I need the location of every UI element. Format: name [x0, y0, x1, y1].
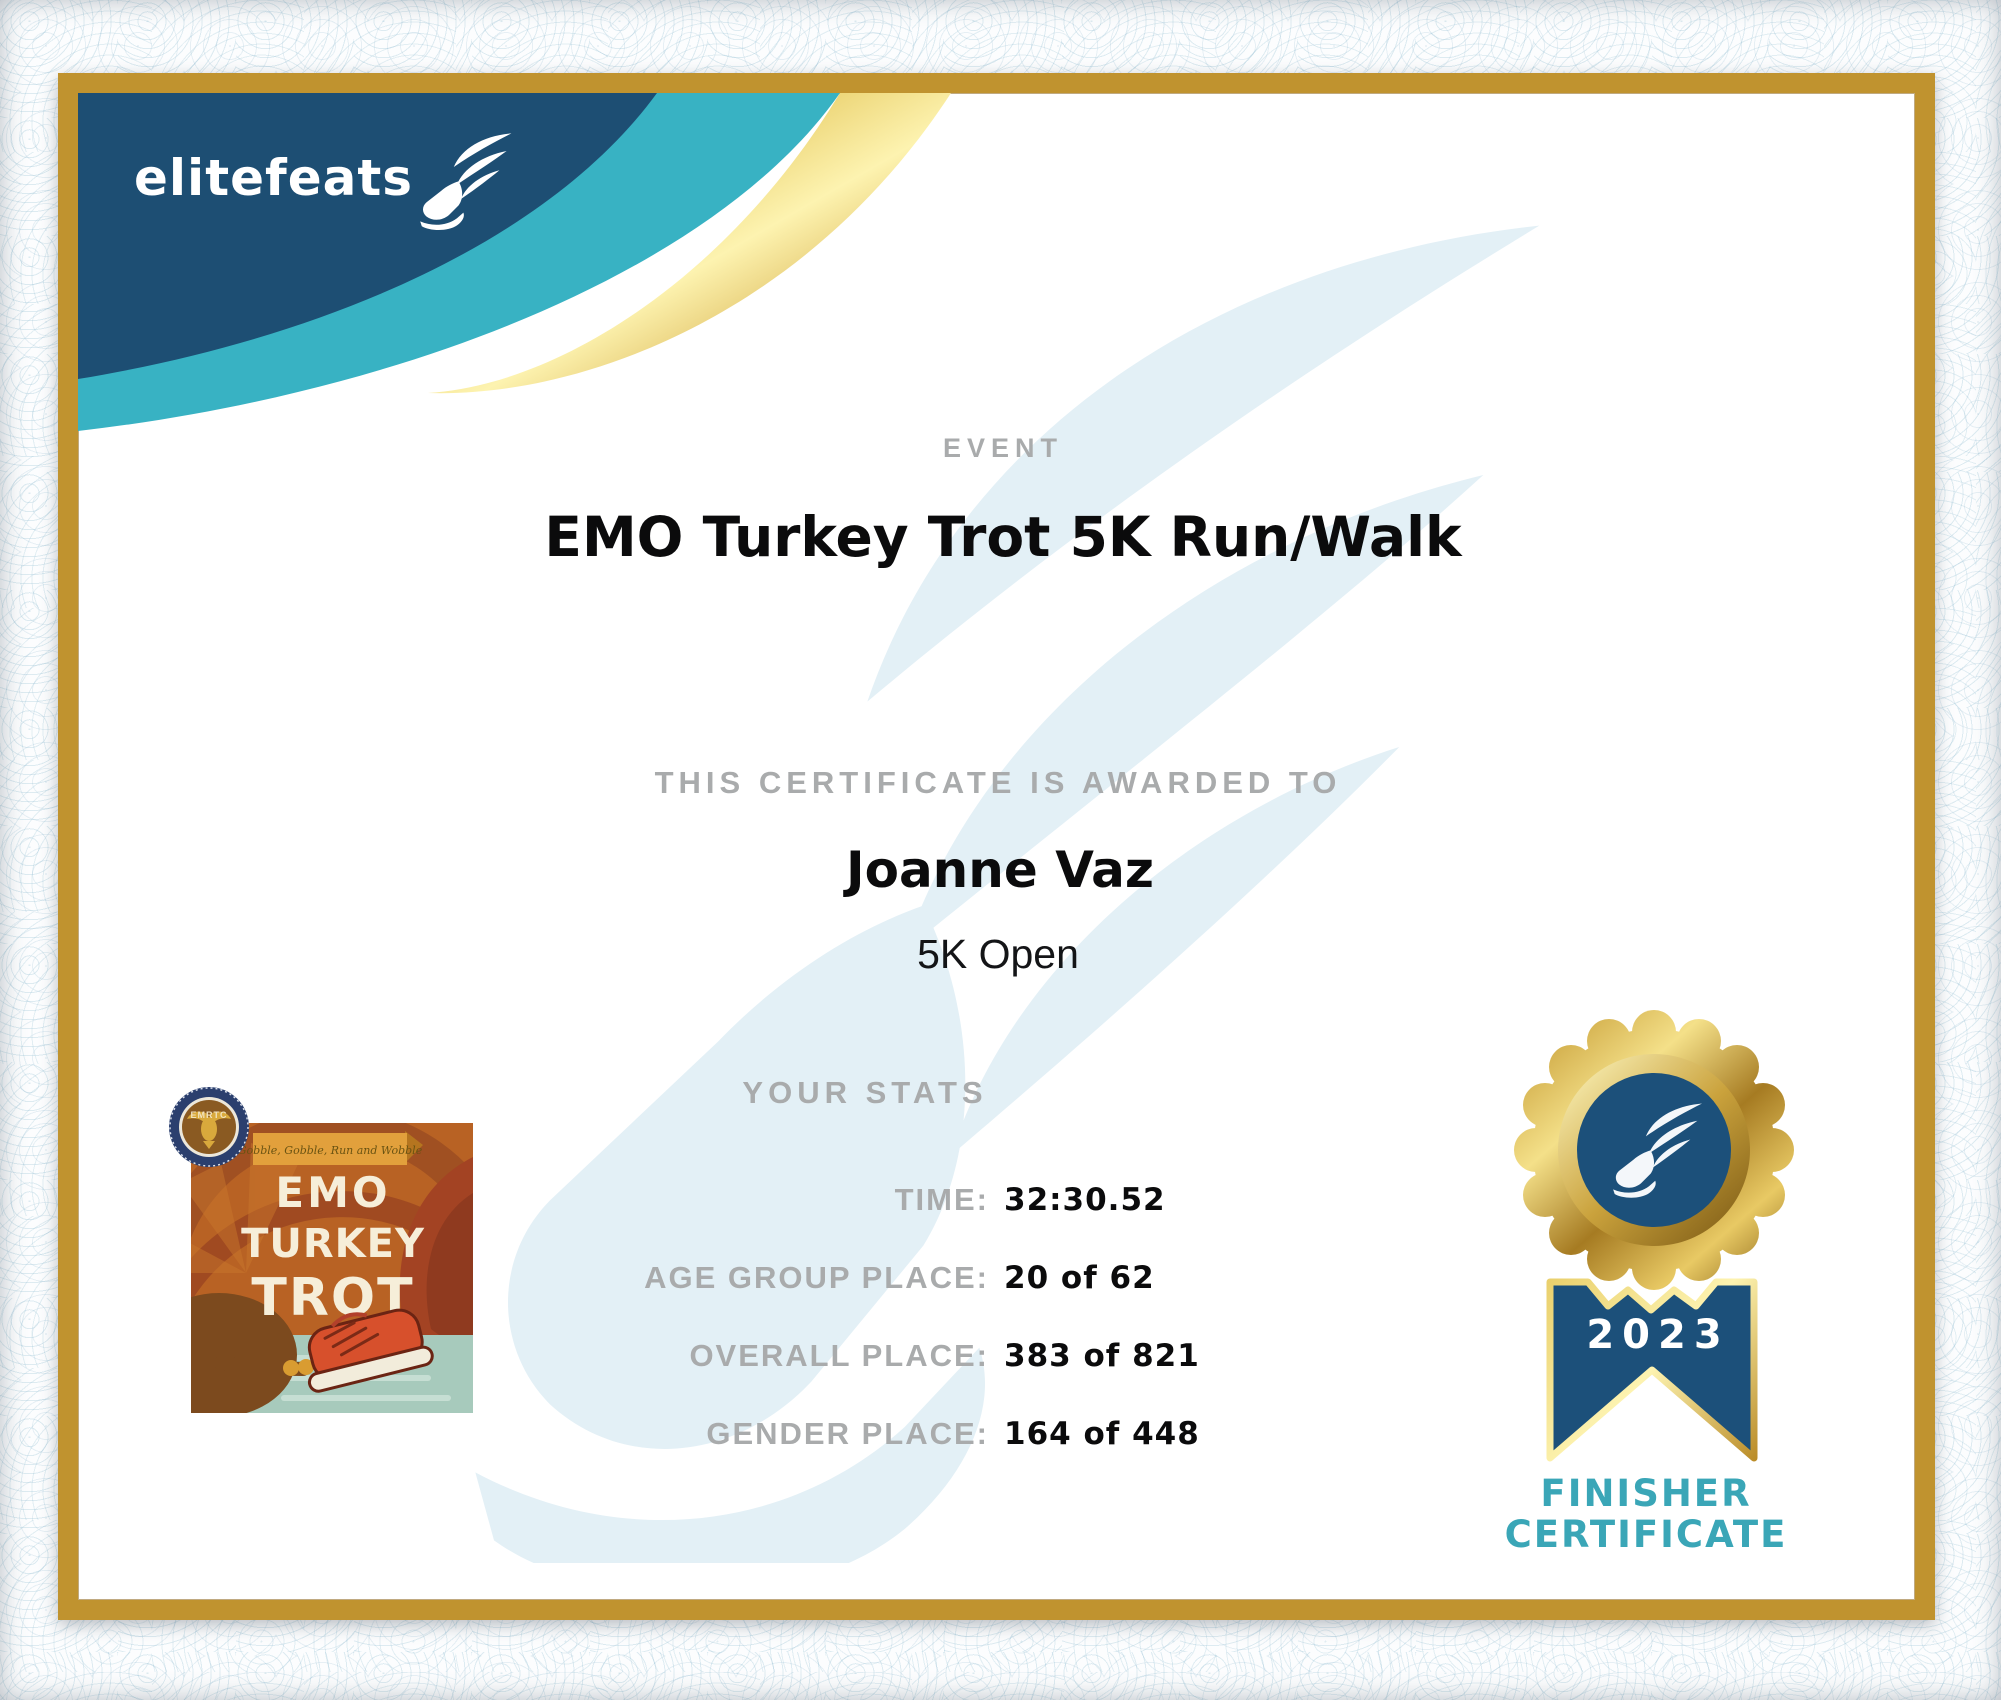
stat-value: 20 of 62 — [1004, 1260, 1155, 1296]
brand-logo-text: elitefeats — [134, 149, 414, 207]
stat-label: AGE GROUP PLACE: — [644, 1260, 989, 1295]
stat-row-gender-place: GENDER PLACE: 164 of 448 — [358, 1395, 1578, 1473]
winged-foot-icon — [420, 133, 512, 230]
finisher-caption: FINISHER CERTIFICATE — [1505, 1473, 1788, 1555]
stat-value: 32:30.52 — [1004, 1182, 1166, 1218]
medal-winged-foot-icon — [1613, 1103, 1703, 1198]
stat-value: 164 of 448 — [1004, 1416, 1200, 1452]
division-name: 5K Open — [917, 931, 1079, 977]
stat-row-age-group-place: AGE GROUP PLACE: 20 of 62 — [358, 1239, 1578, 1317]
stat-value: 383 of 821 — [1004, 1338, 1200, 1374]
stat-label: GENDER PLACE: — [706, 1416, 989, 1451]
medal-year: 2023 — [1586, 1312, 1729, 1358]
finisher-caption-line2: CERTIFICATE — [1504, 1513, 1788, 1556]
award-intro-label: THIS CERTIFICATE IS AWARDED TO — [654, 765, 1342, 800]
certificate-frame: elitefeats EVENT EMO Turkey Trot 5K Run/… — [58, 73, 1935, 1620]
stat-row-overall-place: OVERALL PLACE: 383 of 821 — [358, 1317, 1578, 1395]
finisher-medal: 2023 — [1514, 1010, 1794, 1462]
event-label: EVENT — [942, 433, 1064, 463]
finisher-caption-line1: FINISHER — [1540, 1472, 1752, 1515]
stats-table: TIME: 32:30.52 AGE GROUP PLACE: 20 of 62… — [358, 1161, 1578, 1473]
seal-text: EMRTC — [191, 1110, 228, 1120]
seal-eagle-icon — [187, 1111, 231, 1149]
stat-label: TIME: — [894, 1182, 989, 1217]
event-logo: Gobble, Gobble, Run and Wobble EMO TURKE… — [169, 1087, 473, 1413]
logo-title-line1: EMO — [275, 1168, 390, 1217]
logo-tagline: Gobble, Gobble, Run and Wobble — [238, 1144, 423, 1157]
event-logo-artwork: Gobble, Gobble, Run and Wobble EMO TURKE… — [191, 1123, 473, 1413]
logo-sneaker — [214, 1308, 434, 1393]
brand-logo: elitefeats — [134, 119, 513, 239]
navy-curve-shape — [78, 93, 657, 379]
logo-title-line2: TURKEY — [241, 1221, 425, 1267]
medal-ribbon: 2023 — [1546, 1278, 1758, 1462]
stat-label: OVERALL PLACE: — [689, 1338, 989, 1373]
stat-row-time: TIME: 32:30.52 — [358, 1161, 1578, 1239]
event-seal: EMRTC — [169, 1087, 249, 1167]
winged-foot-watermark — [475, 225, 1540, 1563]
recipient-name: Joanne Vaz — [845, 841, 1155, 899]
event-name: EMO Turkey Trot 5K Run/Walk — [544, 505, 1462, 569]
certificate-body: elitefeats EVENT EMO Turkey Trot 5K Run/… — [78, 93, 1915, 1600]
header-curve-decoration — [78, 93, 951, 431]
medal-rosette — [1514, 1010, 1794, 1290]
logo-banner: Gobble, Gobble, Run and Wobble — [238, 1131, 423, 1165]
stats-heading: YOUR STATS — [742, 1075, 988, 1110]
gold-sweep-shape — [428, 93, 951, 394]
